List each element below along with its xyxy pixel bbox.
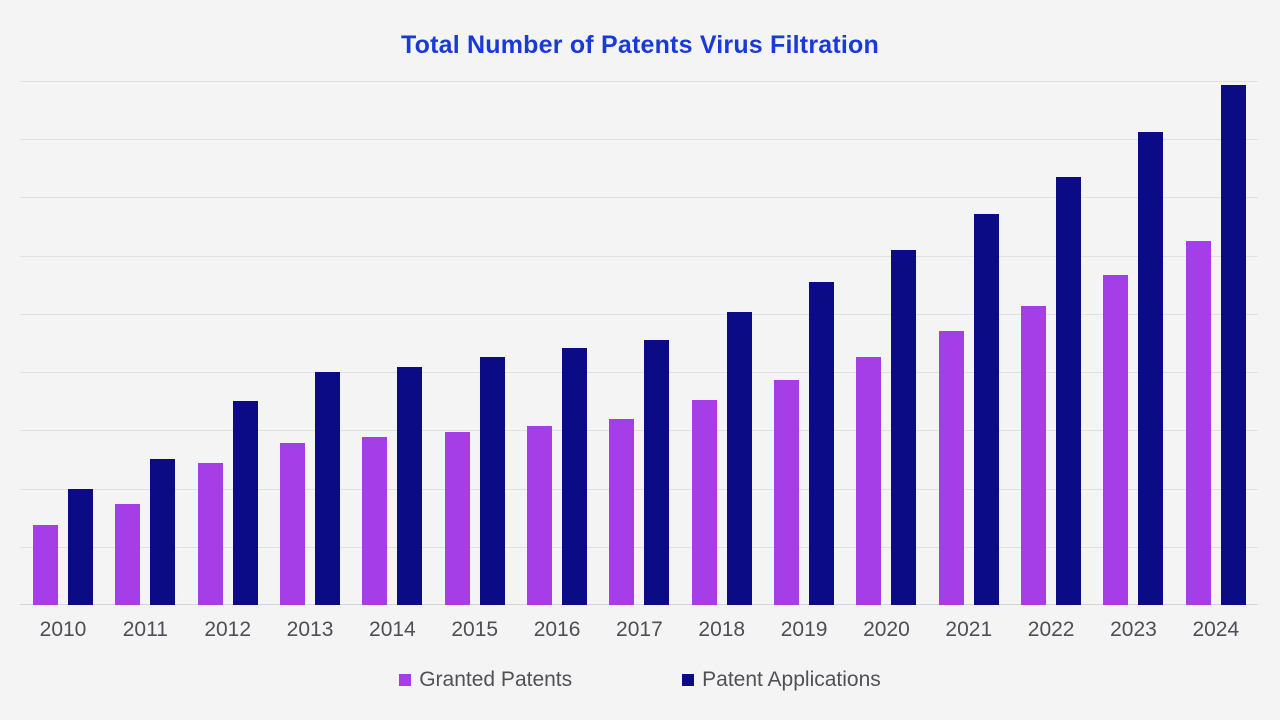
gridline [20, 372, 1258, 374]
x-axis-label-2019: 2019 [780, 618, 828, 641]
x-axis-label-2011: 2011 [122, 618, 168, 641]
bar-group-2013 [280, 81, 341, 605]
bar-granted-patents-2022[interactable] [1021, 305, 1047, 605]
bar-patent-applications-2023[interactable] [1138, 132, 1164, 605]
gridline [20, 139, 1258, 141]
bar-group-2016 [527, 81, 588, 605]
bar-patent-applications-2024[interactable] [1220, 84, 1246, 605]
plot-area [20, 81, 1258, 605]
gridline [20, 488, 1258, 490]
bar-granted-patents-2014[interactable] [362, 437, 388, 605]
legend: Granted Patents Patent Applications [0, 668, 1280, 692]
bar-patent-applications-2022[interactable] [1056, 176, 1082, 605]
bar-group-2019 [774, 81, 835, 605]
bar-patent-applications-2018[interactable] [726, 311, 752, 605]
bar-group-2021 [938, 81, 999, 605]
bar-granted-patents-2015[interactable] [444, 431, 470, 605]
bar-group-2014 [362, 81, 423, 605]
gridline [20, 197, 1258, 199]
bar-granted-patents-2021[interactable] [938, 331, 964, 605]
legend-swatch-granted-patents [399, 674, 412, 686]
bar-group-2018 [691, 81, 752, 605]
bar-patent-applications-2020[interactable] [891, 249, 917, 605]
legend-item-patent-applications[interactable]: Patent Applications [682, 668, 881, 692]
bar-patent-applications-2021[interactable] [973, 213, 999, 605]
bars-layer [20, 81, 1258, 605]
bar-patent-applications-2014[interactable] [397, 367, 423, 605]
bar-patent-applications-2017[interactable] [644, 339, 670, 605]
bar-granted-patents-2018[interactable] [691, 400, 717, 605]
x-axis-label-2024: 2024 [1192, 618, 1240, 641]
bar-group-2023 [1103, 81, 1164, 605]
legend-label: Patent Applications [702, 668, 881, 691]
bar-group-2012 [197, 81, 258, 605]
bar-granted-patents-2024[interactable] [1185, 240, 1211, 605]
bar-granted-patents-2017[interactable] [609, 418, 635, 605]
x-axis-label-2010: 2010 [39, 618, 87, 641]
gridline [20, 81, 1258, 82]
legend-item-granted-patents[interactable]: Granted Patents [399, 668, 572, 692]
x-axis-label-2018: 2018 [698, 618, 746, 641]
x-axis-label-2021: 2021 [945, 618, 993, 641]
bar-granted-patents-2011[interactable] [115, 503, 141, 605]
chart-title: Total Number of Patents Virus Filtration [401, 31, 879, 59]
x-axis-label-2016: 2016 [533, 618, 581, 641]
x-axis-label-2020: 2020 [863, 618, 910, 641]
gridline [20, 430, 1258, 432]
gridlines-layer [20, 81, 1258, 605]
bar-granted-patents-2016[interactable] [527, 425, 553, 605]
x-axis-line [20, 604, 1258, 605]
bar-patent-applications-2013[interactable] [315, 372, 341, 605]
bar-group-2022 [1021, 81, 1082, 605]
bar-patent-applications-2015[interactable] [479, 356, 505, 605]
bar-granted-patents-2013[interactable] [280, 443, 306, 605]
legend-swatch-patent-applications [682, 674, 695, 686]
x-axis-label-2023: 2023 [1110, 618, 1157, 641]
bar-granted-patents-2023[interactable] [1103, 275, 1129, 605]
x-axis-label-2013: 2013 [286, 618, 334, 641]
bar-granted-patents-2012[interactable] [197, 462, 223, 605]
x-axis-label-2015: 2015 [451, 618, 499, 641]
x-axis-label-2017: 2017 [616, 618, 663, 641]
bar-patent-applications-2010[interactable] [68, 488, 93, 605]
bar-group-2020 [856, 81, 917, 605]
bar-granted-patents-2020[interactable] [856, 356, 882, 605]
bar-group-2010 [33, 81, 93, 605]
bar-patent-applications-2012[interactable] [232, 401, 258, 605]
bar-group-2017 [609, 81, 670, 605]
bar-group-2024 [1185, 81, 1246, 605]
bar-group-2011 [115, 81, 176, 605]
x-axis-labels: 2010 2011 2012 2013 2014 2015 2016 2017 2018 2019… [20, 618, 1258, 642]
gridline [20, 546, 1258, 548]
x-axis-label-2012: 2012 [204, 618, 252, 641]
bar-patent-applications-2016[interactable] [562, 347, 588, 605]
gridline [20, 255, 1258, 257]
gridline [20, 313, 1258, 315]
bar-granted-patents-2010[interactable] [33, 524, 58, 605]
bar-patent-applications-2019[interactable] [809, 282, 835, 605]
legend-label: Granted Patents [419, 668, 573, 691]
x-axis-label-2022: 2022 [1027, 618, 1075, 641]
bar-group-2015 [444, 81, 505, 605]
x-axis-label-2014: 2014 [369, 618, 416, 641]
bar-granted-patents-2019[interactable] [774, 380, 800, 605]
bar-patent-applications-2011[interactable] [150, 459, 176, 605]
